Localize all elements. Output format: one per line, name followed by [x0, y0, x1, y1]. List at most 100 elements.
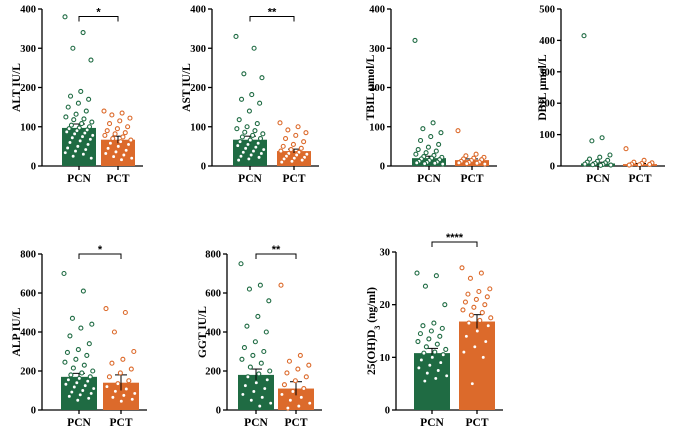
data-point — [87, 374, 93, 380]
y-tick-label: 30 — [380, 248, 391, 259]
y-tick-label: 0 — [216, 406, 221, 417]
data-point — [466, 320, 472, 326]
data-point — [301, 139, 307, 145]
data-point — [248, 152, 254, 158]
data-point — [76, 375, 82, 381]
data-point — [285, 405, 291, 411]
data-point — [242, 383, 248, 389]
data-point — [80, 387, 86, 394]
data-point — [608, 162, 614, 168]
data-point — [647, 161, 653, 167]
data-point — [420, 126, 426, 132]
y-tick-label: 100 — [20, 122, 36, 133]
data-point — [246, 108, 252, 114]
y-tick-label: 400 — [205, 328, 221, 339]
data-point — [241, 71, 247, 77]
data-point — [71, 117, 77, 123]
data-point — [433, 148, 439, 154]
y-tick-label: 200 — [190, 83, 206, 94]
data-point — [474, 328, 480, 334]
data-point — [298, 394, 304, 400]
data-point — [422, 161, 428, 167]
data-point — [122, 309, 128, 316]
data-point — [455, 128, 461, 134]
y-tick-label: 500 — [539, 5, 555, 16]
data-point — [288, 146, 294, 153]
data-point — [121, 392, 127, 398]
data-point — [461, 349, 467, 355]
data-point — [75, 346, 81, 353]
x-category-label: PCN — [67, 417, 91, 429]
data-point — [79, 121, 85, 127]
data-point — [109, 112, 115, 118]
y-tick-label: 600 — [205, 289, 221, 300]
data-point — [268, 400, 274, 406]
data-point — [440, 352, 446, 358]
data-point — [69, 315, 75, 321]
data-point — [238, 153, 244, 159]
data-point — [293, 132, 299, 138]
y-tick-label: 200 — [369, 83, 385, 94]
data-point — [266, 298, 272, 304]
x-category-label: PCN — [238, 173, 262, 185]
data-point — [264, 377, 270, 383]
data-point — [79, 134, 86, 140]
data-point — [415, 338, 421, 345]
data-point — [85, 141, 91, 147]
data-point — [482, 161, 488, 167]
bar — [278, 388, 314, 410]
data-point — [74, 380, 80, 386]
data-point — [478, 270, 484, 276]
data-point — [468, 312, 474, 318]
data-point — [83, 108, 89, 114]
data-point — [117, 370, 123, 376]
data-point — [91, 385, 97, 392]
data-point — [73, 356, 79, 362]
data-point — [253, 380, 259, 386]
data-point — [473, 296, 479, 302]
data-point — [238, 96, 245, 102]
data-point — [110, 135, 116, 142]
data-point — [250, 352, 256, 358]
y-tick-label: 10 — [380, 353, 391, 364]
data-point — [80, 288, 86, 294]
data-point — [106, 374, 112, 380]
data-point — [465, 291, 471, 297]
data-point — [256, 371, 262, 377]
data-point — [128, 137, 134, 143]
data-point — [251, 45, 257, 51]
data-point — [607, 152, 613, 158]
data-point — [254, 121, 260, 127]
data-point — [88, 390, 94, 396]
x-category-label: PCN — [586, 173, 610, 185]
data-point — [433, 375, 439, 381]
data-point — [434, 341, 440, 347]
y-axis-title: GGT IU/L — [197, 306, 209, 358]
significance-bracket — [431, 241, 478, 247]
data-point — [284, 370, 290, 376]
data-point — [257, 100, 263, 106]
data-point — [66, 393, 72, 399]
data-point — [245, 374, 251, 380]
data-point — [86, 395, 92, 401]
data-point — [482, 302, 488, 308]
data-point — [65, 145, 71, 151]
data-point — [423, 344, 429, 350]
data-point — [431, 320, 437, 326]
data-point — [117, 118, 123, 124]
data-point — [69, 135, 75, 141]
data-point — [261, 146, 267, 153]
data-point — [112, 131, 118, 137]
data-point — [121, 152, 127, 158]
data-point — [236, 117, 242, 123]
data-point — [267, 368, 273, 374]
chart-panel: 0 100 200 300 400 500 DBIL μmol/L PCN PCT — [537, 5, 665, 185]
data-point — [251, 388, 257, 395]
data-point — [62, 150, 68, 156]
data-point — [261, 348, 267, 355]
data-point — [88, 57, 94, 63]
significance-label: * — [96, 7, 101, 19]
significance-bracket — [255, 253, 297, 259]
data-point — [590, 162, 596, 168]
data-point — [437, 333, 443, 339]
